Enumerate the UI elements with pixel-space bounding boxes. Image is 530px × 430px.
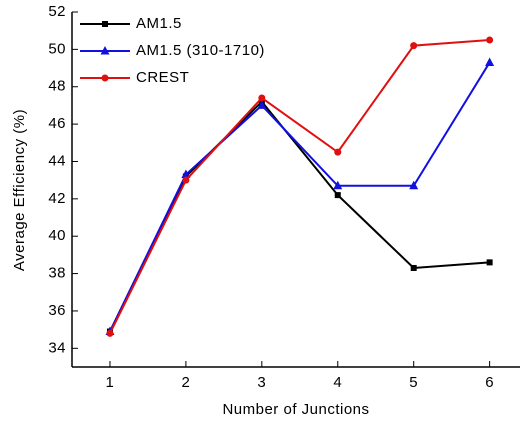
marker — [257, 100, 267, 109]
x-tick-label: 5 — [409, 374, 418, 391]
y-tick-label: 46 — [48, 115, 66, 132]
marker — [485, 57, 495, 66]
series-line — [109, 39, 490, 334]
series-line — [109, 61, 491, 332]
marker — [182, 176, 190, 184]
y-axis-label: Average Efficiency (%) — [11, 109, 28, 271]
marker — [258, 94, 266, 102]
y-tick-label: 40 — [48, 227, 66, 244]
marker — [409, 180, 419, 190]
marker — [101, 74, 109, 82]
y-tick-label: 50 — [48, 40, 66, 57]
legend-label: AM1.5 (310-1710) — [136, 42, 265, 59]
legend-label: AM1.5 — [136, 15, 182, 32]
x-tick-label: 1 — [106, 374, 115, 391]
legend-label: CREST — [136, 69, 189, 86]
y-tick-label: 52 — [48, 3, 66, 20]
marker — [334, 192, 341, 199]
marker — [106, 329, 114, 337]
marker — [102, 21, 108, 27]
marker — [181, 169, 191, 179]
x-tick-label: 6 — [485, 374, 494, 391]
y-tick-label: 48 — [48, 78, 66, 95]
x-axis-label: Number of Junctions — [222, 401, 369, 418]
y-tick-label: 42 — [48, 190, 66, 207]
x-tick-label: 3 — [257, 374, 266, 391]
marker — [486, 36, 494, 44]
y-tick-label: 38 — [48, 265, 66, 282]
marker — [333, 180, 343, 190]
marker — [334, 148, 342, 156]
marker — [410, 264, 417, 271]
x-tick-label: 4 — [333, 374, 342, 391]
y-tick-label: 44 — [48, 152, 66, 169]
y-tick-label: 36 — [48, 302, 66, 319]
y-tick-label: 34 — [48, 339, 66, 356]
marker — [100, 46, 110, 55]
marker — [486, 259, 493, 266]
x-tick-label: 2 — [181, 374, 190, 391]
marker — [410, 42, 418, 50]
